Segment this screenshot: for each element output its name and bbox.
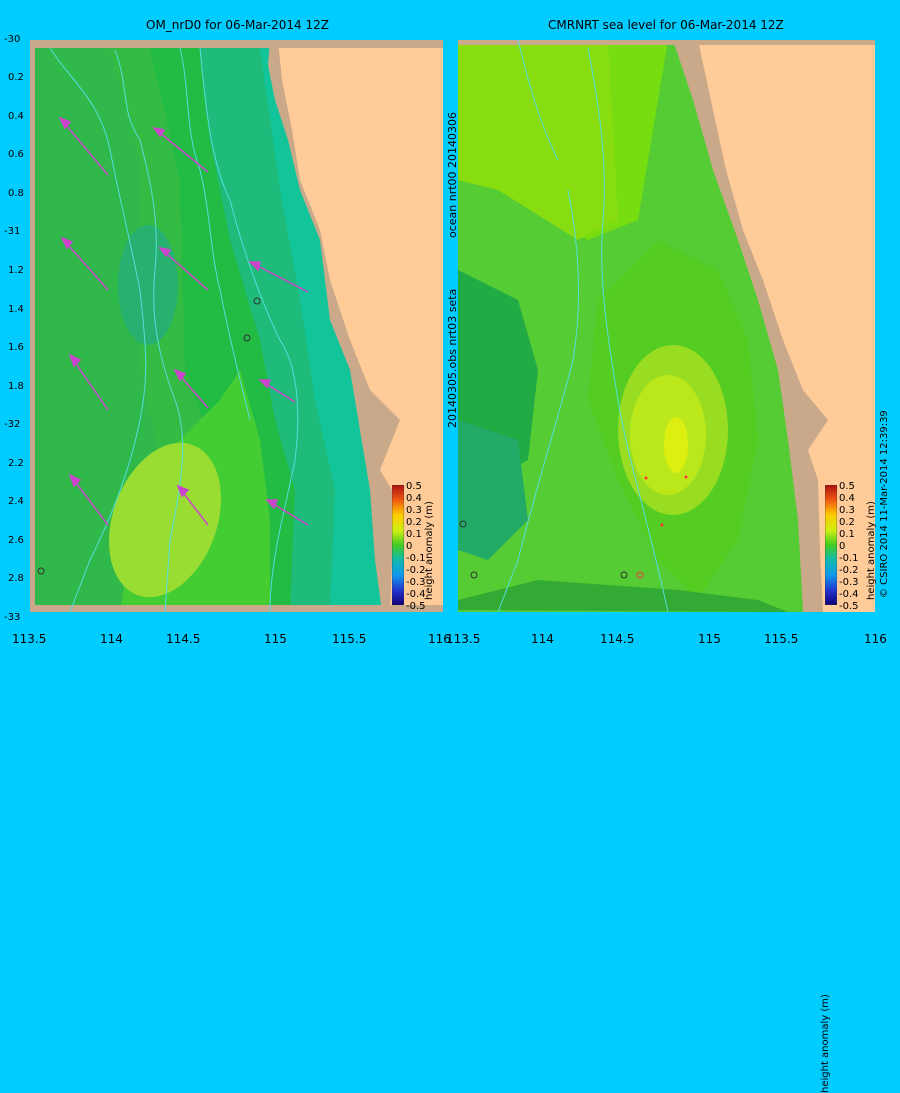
colorbar-tick: -0.5 xyxy=(406,601,426,612)
colorbar-gradient xyxy=(392,485,404,605)
x-tick: 116 xyxy=(428,632,451,646)
x-tick: 115 xyxy=(698,632,721,646)
low-anomaly-eddy xyxy=(118,225,178,345)
colorbar-label-left: height anomaly (m) xyxy=(424,501,435,600)
y-tick: -32 xyxy=(4,419,21,430)
x-tick: 114.5 xyxy=(600,632,635,646)
obs-markers xyxy=(37,297,261,575)
x-tick: 114 xyxy=(531,632,554,646)
colorbar-tick: -0.4 xyxy=(839,589,859,600)
run-info-line2: 20140305.obs nrt03 seta xyxy=(446,288,459,428)
x-tick: 115.5 xyxy=(764,632,799,646)
colorbar-tick: -0.5 xyxy=(839,601,859,612)
y-tick: 1.2 xyxy=(8,265,24,276)
x-tick: 114 xyxy=(100,632,123,646)
left-map-title: OM_nrD0 for 06-Mar-2014 12Z xyxy=(146,18,329,32)
y-tick: -33 xyxy=(4,612,21,623)
positive-anomaly-core xyxy=(664,417,688,473)
colorbar-label: height anomaly (m) xyxy=(820,994,831,1093)
positive-anomaly-eddy xyxy=(108,442,222,598)
y-tick: -30 xyxy=(4,34,21,45)
colorbar-tick: -0.1 xyxy=(406,553,426,564)
x-tick: 113.5 xyxy=(12,632,47,646)
right-map-svg xyxy=(458,40,875,612)
colorbar-tick: -0.2 xyxy=(839,565,859,576)
colorbar-tick: -0.3 xyxy=(406,577,426,588)
x-tick: 116 xyxy=(864,632,887,646)
colorbar-tick: -0.4 xyxy=(406,589,426,600)
colorbar-tick: 0.1 xyxy=(406,529,422,540)
y-tick: 2.8 xyxy=(8,573,24,584)
y-tick: -31 xyxy=(4,226,21,237)
y-tick: 2.6 xyxy=(8,535,24,546)
colorbar-tick: 0.2 xyxy=(839,517,855,528)
colorbar-tick: 0 xyxy=(839,541,846,552)
y-tick: 1.4 xyxy=(8,304,24,315)
left-map-svg xyxy=(30,40,443,612)
colorbar-tick: -0.1 xyxy=(839,553,859,564)
colorbar-gradient xyxy=(825,485,837,605)
y-tick: 0.2 xyxy=(8,72,24,83)
bathymetry-contours xyxy=(497,40,669,612)
colorbar-tick: 0.3 xyxy=(406,505,422,516)
y-tick: 1.6 xyxy=(8,342,24,353)
colorbar-tick: 0 xyxy=(406,541,413,552)
x-tick: 115.5 xyxy=(332,632,367,646)
x-tick: 114.5 xyxy=(166,632,201,646)
colorbar-tick: 0.1 xyxy=(839,529,855,540)
y-tick: 2.4 xyxy=(8,496,24,507)
left-map-panel xyxy=(30,40,443,612)
colorbar-tick: 0.3 xyxy=(839,505,855,516)
colorbar-label-right: height anomaly (m) xyxy=(866,501,877,600)
colorbar-tick: -0.2 xyxy=(406,565,426,576)
copyright-text: © CSIRO 2014 11-Mar-2014 12:39:39 xyxy=(879,410,890,598)
colorbar-tick: 0.5 xyxy=(406,481,422,492)
right-map-title: CMRNRT sea level for 06-Mar-2014 12Z xyxy=(548,18,784,32)
colorbar-tick: -0.3 xyxy=(839,577,859,588)
colorbar-tick: 0.4 xyxy=(839,493,855,504)
obs-dots xyxy=(644,475,688,527)
y-tick: 0.4 xyxy=(8,111,24,122)
y-tick: 0.8 xyxy=(8,188,24,199)
y-tick: 1.8 xyxy=(8,381,24,392)
bathymetry-contours xyxy=(49,47,299,612)
x-tick: 113.5 xyxy=(446,632,481,646)
x-tick: 115 xyxy=(264,632,287,646)
right-map-panel xyxy=(458,40,875,612)
colorbar-tick: 0.2 xyxy=(406,517,422,528)
y-tick: 2.2 xyxy=(8,458,24,469)
land xyxy=(698,40,875,612)
obs-markers xyxy=(459,520,628,579)
y-tick: 0.6 xyxy=(8,149,24,160)
run-info-line1: ocean nrt00 20140306 xyxy=(446,111,459,238)
colorbar-tick: 0.4 xyxy=(406,493,422,504)
current-vectors xyxy=(58,116,309,526)
colorbar-tick: 0.5 xyxy=(839,481,855,492)
land xyxy=(278,40,443,612)
